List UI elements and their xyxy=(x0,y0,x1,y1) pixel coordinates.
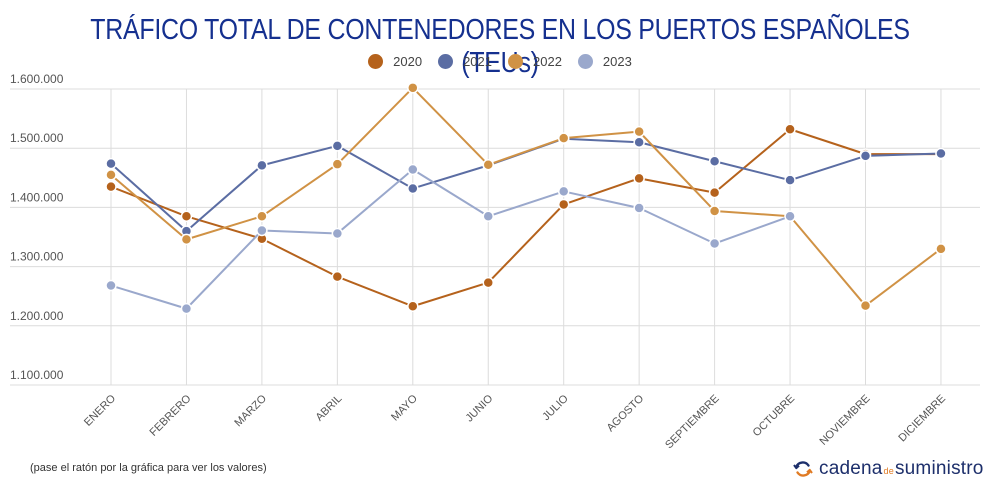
legend-label-2022: 2022 xyxy=(533,54,562,69)
data-point-2022-agosto[interactable] xyxy=(633,125,645,138)
grid-lines xyxy=(10,88,980,386)
x-tick-label: FEBRERO xyxy=(147,392,193,438)
data-point-2023-mayo[interactable] xyxy=(407,163,419,176)
chart-legend: 2020 2021 2022 2023 xyxy=(0,54,1000,69)
data-point-2022-mayo[interactable] xyxy=(407,82,419,94)
hover-hint: (pase el ratón por la gráfica para ver l… xyxy=(30,462,267,474)
data-point-2023-enero[interactable] xyxy=(105,279,117,292)
data-point-2022-febrero[interactable] xyxy=(180,233,193,246)
data-point-2021-diciembre[interactable] xyxy=(935,147,947,160)
data-point-2020-enero[interactable] xyxy=(105,180,117,193)
y-tick-label: 1.100.000 xyxy=(10,368,64,382)
x-tick-label: AGOSTO xyxy=(605,392,647,434)
legend-item-2023[interactable]: 2023 xyxy=(577,54,632,69)
data-point-2021-septiembre[interactable] xyxy=(708,155,721,167)
data-point-2022-junio[interactable] xyxy=(482,159,494,171)
y-axis-ticks: 1.100.000 1.200.000 1.300.000 1.400.000 1.50… xyxy=(10,72,64,382)
data-point-2020-mayo[interactable] xyxy=(407,300,419,313)
y-tick-label: 1.400.000 xyxy=(10,190,64,204)
legend-item-2020[interactable]: 2020 xyxy=(368,54,422,69)
data-point-2020-octubre[interactable] xyxy=(784,123,796,136)
data-point-2021-abril[interactable] xyxy=(331,140,344,152)
series-line-2023 xyxy=(110,168,791,310)
y-tick-label: 1.200.000 xyxy=(10,309,64,323)
data-point-2023-julio[interactable] xyxy=(557,185,570,198)
series-line-2021 xyxy=(110,137,941,233)
legend-label-2020: 2020 xyxy=(393,54,423,69)
series-2022 xyxy=(105,82,947,312)
data-point-2022-diciembre[interactable] xyxy=(935,243,947,255)
brand-logo[interactable]: cadenadesuministro xyxy=(793,458,984,480)
data-point-2023-septiembre[interactable] xyxy=(708,237,721,250)
data-point-2023-octubre[interactable] xyxy=(784,210,796,223)
x-tick-label: JULIO xyxy=(540,392,571,423)
x-axis-ticks: ENERO FEBRERO MARZO ABRIL MAYO JUNIO JULIO AGOS… xyxy=(82,392,948,451)
data-point-2020-abril[interactable] xyxy=(331,270,344,283)
series-group xyxy=(105,82,947,315)
data-point-2023-marzo[interactable] xyxy=(256,224,268,237)
series-line-2022 xyxy=(110,86,942,307)
legend-item-2021[interactable]: 2021 xyxy=(438,54,492,69)
brand-name-part1: cadena xyxy=(819,458,883,479)
x-tick-label: ENERO xyxy=(82,392,118,428)
brand-name: cadenadesuministro xyxy=(819,458,984,480)
refresh-arrows-icon xyxy=(793,461,813,477)
x-tick-label: SEPTIEMBRE xyxy=(663,393,722,452)
data-point-2022-abril[interactable] xyxy=(331,158,344,170)
x-tick-label: NOVIEMBRE xyxy=(817,393,872,448)
legend-label-2023: 2023 xyxy=(602,54,632,69)
data-point-2022-enero[interactable] xyxy=(105,169,117,181)
x-tick-label: MARZO xyxy=(232,392,269,429)
data-point-2021-enero[interactable] xyxy=(105,157,117,170)
data-point-2023-agosto[interactable] xyxy=(633,202,645,214)
y-tick-label: 1.600.000 xyxy=(10,72,64,86)
y-tick-label: 1.300.000 xyxy=(10,250,64,264)
data-point-2021-marzo[interactable] xyxy=(256,159,268,172)
data-point-2021-agosto[interactable] xyxy=(633,136,645,149)
data-point-2021-noviembre[interactable] xyxy=(859,150,872,162)
data-point-2022-julio[interactable] xyxy=(557,132,570,144)
x-tick-label: DICIEMBRE xyxy=(896,393,948,445)
legend-item-2022[interactable]: 2022 xyxy=(508,54,562,69)
series-2021 xyxy=(105,132,947,237)
legend-marker-2020 xyxy=(368,54,384,69)
chart-title: TRÁFICO TOTAL DE CONTENEDORES EN LOS PUE… xyxy=(90,14,910,79)
data-point-2022-noviembre[interactable] xyxy=(859,299,872,312)
data-point-2023-junio[interactable] xyxy=(482,210,494,223)
legend-marker-2023 xyxy=(577,54,593,69)
y-tick-label: 1.500.000 xyxy=(10,131,64,145)
legend-marker-2021 xyxy=(438,54,454,69)
data-point-2020-septiembre[interactable] xyxy=(708,186,721,199)
series-2023 xyxy=(105,163,796,315)
x-tick-label: ABRIL xyxy=(314,393,345,424)
data-point-2020-agosto[interactable] xyxy=(633,172,645,185)
data-point-2020-junio[interactable] xyxy=(482,276,494,289)
x-tick-label: JUNIO xyxy=(464,392,496,424)
data-point-2020-febrero[interactable] xyxy=(180,210,193,223)
data-point-2023-abril[interactable] xyxy=(331,227,344,240)
x-tick-label: OCTUBRE xyxy=(751,393,798,440)
series-line-2020 xyxy=(110,128,941,308)
brand-name-part2: suministro xyxy=(894,458,984,479)
brand-name-de: de xyxy=(883,466,894,476)
data-point-2021-mayo[interactable] xyxy=(407,182,419,195)
data-point-2022-marzo[interactable] xyxy=(256,210,268,223)
data-point-2022-septiembre[interactable] xyxy=(708,205,721,217)
legend-label-2021: 2021 xyxy=(463,54,492,69)
data-point-2023-febrero[interactable] xyxy=(180,302,193,315)
data-point-2021-octubre[interactable] xyxy=(784,174,796,186)
data-point-2020-julio[interactable] xyxy=(557,198,570,211)
x-tick-label: MAYO xyxy=(389,392,420,423)
legend-marker-2022 xyxy=(508,54,523,69)
